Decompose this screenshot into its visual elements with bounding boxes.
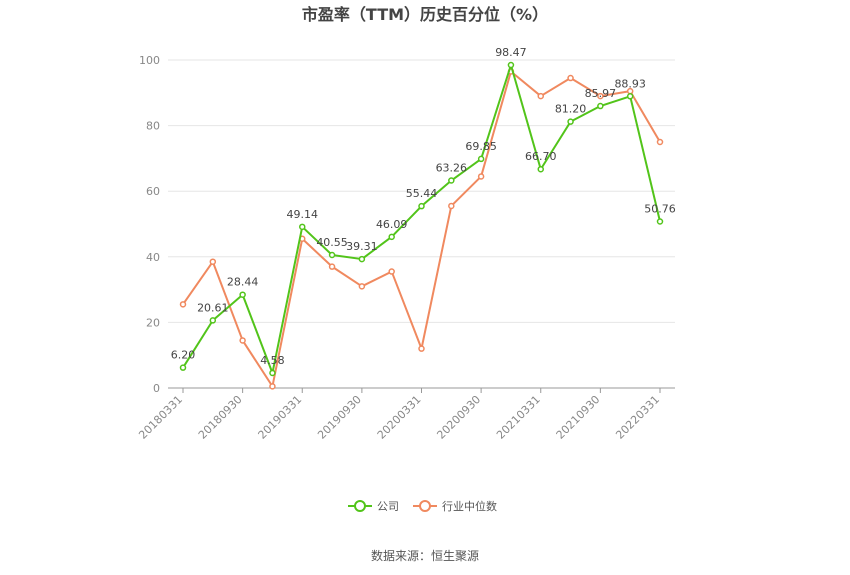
data-label: 28.44 (227, 276, 259, 289)
data-label: 6.20 (171, 349, 196, 362)
series-point (358, 255, 366, 263)
grid (168, 59, 675, 323)
data-label: 98.47 (495, 46, 527, 59)
x-tick-label: 20190331 (256, 393, 305, 442)
data-label: 66.70 (525, 150, 557, 163)
series-point (328, 263, 336, 270)
data-label: 55.44 (406, 187, 438, 200)
legend-marker (419, 500, 431, 512)
x-tick-label: 20180331 (136, 393, 185, 442)
x-tick-label: 20210930 (554, 393, 603, 442)
x-tick-label: 20190930 (315, 393, 364, 442)
series-layer (179, 61, 664, 390)
data-label: 85.97 (585, 87, 617, 100)
series-point (656, 138, 664, 146)
series-point (507, 61, 515, 69)
series-point (209, 317, 217, 324)
series-point (388, 233, 395, 241)
x-tick-label: 20220331 (613, 393, 662, 442)
series-point (418, 202, 425, 210)
data-label: 49.14 (287, 208, 319, 221)
series-point (626, 93, 634, 100)
chart-title: 市盈率（TTM）历史百分位（%） (302, 5, 548, 24)
series-line (182, 64, 661, 374)
series-point (656, 218, 664, 225)
series-point (179, 364, 187, 371)
legend-item[interactable]: 公司 (348, 500, 399, 513)
series-point (269, 383, 276, 390)
x-tick-label: 20200331 (375, 393, 424, 442)
series-point (239, 291, 246, 298)
series-point (537, 165, 544, 173)
series-point (358, 283, 366, 290)
series-point (209, 258, 217, 265)
series-point (328, 251, 336, 259)
series-point (477, 173, 485, 180)
y-tick-label: 40 (146, 251, 160, 264)
series-point (179, 301, 187, 308)
data-label: 46.09 (376, 218, 408, 231)
x-axis: 20180331 20180930 20190331 20190930 20200331… (136, 387, 675, 442)
y-axis-ticks: 0 20 40 60 80 100 (139, 54, 160, 395)
series-point (477, 155, 485, 163)
data-label: 50.76 (644, 203, 676, 216)
series-point (448, 177, 455, 184)
y-tick-label: 100 (139, 54, 160, 67)
data-label: 20.61 (197, 301, 229, 314)
legend[interactable]: 公司 行业中位数 (348, 499, 497, 513)
series-point (537, 92, 544, 100)
legend-label: 公司 (377, 500, 399, 513)
source-note: 数据来源：恒生聚源 (371, 548, 479, 563)
x-tick-label: 20200930 (434, 393, 483, 442)
x-tick-label: 20210331 (494, 393, 543, 442)
series-point (597, 102, 604, 110)
legend-item[interactable]: 行业中位数 (413, 499, 497, 513)
series-point (567, 74, 574, 82)
y-tick-label: 80 (146, 120, 160, 133)
data-label: 69.85 (465, 140, 497, 153)
series-point (239, 337, 246, 344)
series-point (299, 223, 306, 231)
data-label: 4.58 (260, 354, 285, 367)
series-point (567, 118, 574, 125)
series-point (597, 92, 604, 100)
series-point (269, 369, 276, 377)
series-point (418, 345, 425, 352)
y-tick-label: 0 (153, 382, 160, 395)
data-label: 63.26 (436, 162, 468, 175)
series-point (388, 268, 395, 275)
data-label: 39.31 (346, 240, 378, 253)
series-line (182, 70, 661, 388)
y-tick-label: 20 (146, 316, 160, 329)
x-tick-label: 20180930 (196, 393, 245, 442)
data-label: 81.20 (555, 103, 587, 116)
legend-label: 行业中位数 (442, 499, 497, 513)
data-label: 40.55 (316, 236, 348, 249)
legend-marker (354, 500, 366, 512)
y-tick-label: 60 (146, 185, 160, 198)
series-point (448, 202, 455, 210)
data-label: 88.93 (614, 77, 646, 90)
